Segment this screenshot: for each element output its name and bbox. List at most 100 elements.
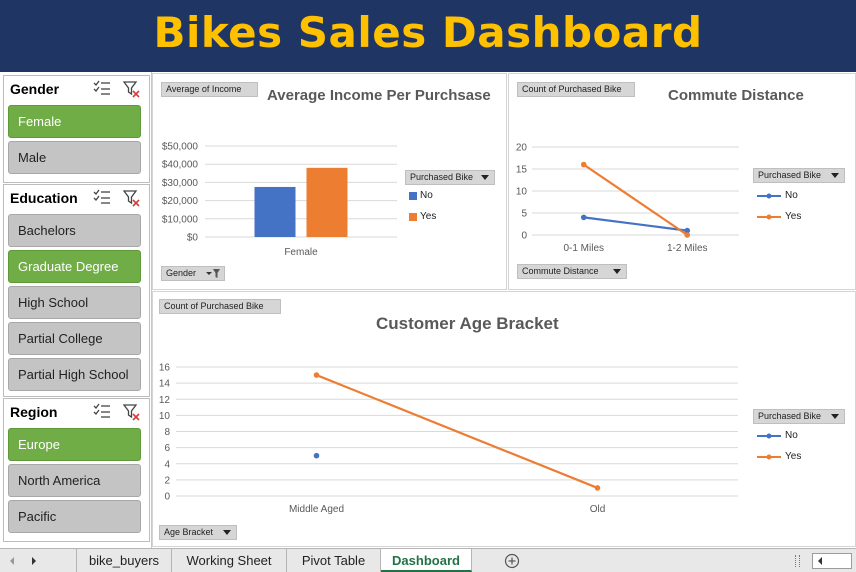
multi-select-icon[interactable] — [93, 80, 111, 96]
data-point-yes — [313, 372, 320, 378]
legend-swatch-yes — [409, 213, 417, 221]
y-tick-label: 4 — [164, 459, 170, 470]
commute-chart: 0 5 10 15 20 0-1 Miles 1-2 Miles — [516, 143, 739, 254]
slicer-item-partial-college[interactable]: Partial College — [8, 322, 141, 355]
data-point-no — [684, 227, 691, 234]
age-chart: 0 2 4 6 8 10 12 14 16 Middle Aged Old — [159, 363, 738, 515]
multi-select-icon[interactable] — [93, 403, 111, 419]
legend-label-no: No — [785, 190, 798, 201]
scroll-tabs-right-icon[interactable] — [29, 556, 39, 566]
horizontal-scrollbar[interactable] — [812, 553, 852, 569]
clear-filter-icon[interactable] — [123, 189, 141, 207]
chart-title: Average Income Per Purchsase — [267, 87, 491, 104]
y-tick-label: $0 — [187, 233, 199, 244]
y-tick-label: 20 — [516, 143, 528, 154]
y-tick-label: $40,000 — [162, 160, 199, 171]
legend-label-no: No — [420, 190, 433, 201]
legend-field-label: Purchased Bike — [758, 411, 822, 421]
series-line-no — [583, 216, 688, 232]
y-tick-label: 0 — [521, 231, 527, 242]
series-line-yes — [316, 374, 598, 489]
scroll-left-icon[interactable] — [815, 556, 825, 566]
bar-yes — [306, 167, 348, 237]
legend-line-markers — [757, 433, 781, 460]
sheet-tab-bar: bike_buyers Working Sheet Pivot Table Da… — [0, 548, 856, 572]
y-tick-label: 12 — [159, 395, 171, 406]
slicer-item-graduate-degree[interactable]: Graduate Degree — [8, 250, 141, 283]
tab-dashboard[interactable]: Dashboard — [381, 549, 472, 572]
y-tick-label: 0 — [164, 492, 170, 503]
dashboard-title: Bikes Sales Dashboard — [153, 8, 703, 57]
axis-field-label: Age Bracket — [164, 527, 214, 537]
filter-dropdown-icon — [206, 269, 220, 278]
y-tick-label: $10,000 — [162, 214, 199, 225]
value-field-button[interactable]: Average of Income — [161, 82, 258, 97]
axis-field-button[interactable]: Gender — [161, 266, 225, 281]
axis-field-label: Commute Distance — [522, 266, 599, 276]
y-tick-label: $50,000 — [162, 142, 199, 153]
x-tick-label: Female — [284, 247, 318, 258]
slicer-item-partial-high-school[interactable]: Partial High School — [8, 358, 141, 391]
slicer-item-pacific[interactable]: Pacific — [8, 500, 141, 533]
y-tick-label: $30,000 — [162, 178, 199, 189]
legend-label-yes: Yes — [785, 211, 802, 222]
legend-field-button[interactable]: Purchased Bike — [405, 170, 495, 185]
y-tick-label: 5 — [521, 209, 527, 220]
slicer-title: Education — [10, 190, 78, 206]
slicer-item-female[interactable]: Female — [8, 105, 141, 138]
legend-label-yes: Yes — [785, 451, 802, 462]
axis-field-button[interactable]: Age Bracket — [159, 525, 237, 540]
dropdown-arrow-icon — [831, 414, 839, 419]
slicer-item-europe[interactable]: Europe — [8, 428, 141, 461]
legend-label-no: No — [785, 430, 798, 441]
tab-working-sheet[interactable]: Working Sheet — [172, 549, 287, 572]
clear-filter-icon[interactable] — [123, 80, 141, 98]
income-chart-panel[interactable]: Average of Income Average Income Per Pur… — [152, 73, 507, 290]
scroll-tabs-left-icon[interactable] — [7, 556, 17, 566]
clear-filter-icon[interactable] — [123, 403, 141, 421]
value-field-button[interactable]: Count of Purchased Bike — [159, 299, 281, 314]
slicer-item-male[interactable]: Male — [8, 141, 141, 174]
tab-pivot-table[interactable]: Pivot Table — [287, 549, 381, 572]
add-sheet-icon[interactable] — [504, 553, 520, 569]
axis-field-button[interactable]: Commute Distance — [517, 264, 627, 279]
y-tick-label: 2 — [164, 475, 170, 486]
data-point-yes — [684, 232, 691, 238]
slicer-title: Gender — [10, 81, 60, 97]
data-point-yes — [580, 161, 587, 168]
region-slicer: Region Europe North America Pacific — [3, 398, 150, 542]
data-point-no — [313, 452, 320, 459]
income-chart: $0 $10,000 $20,000 $30,000 $40,000 $50,000 Fem… — [162, 142, 397, 258]
y-tick-label: 8 — [164, 427, 170, 438]
dropdown-arrow-icon — [613, 269, 621, 274]
slicer-header: Region — [4, 399, 149, 425]
multi-select-icon[interactable] — [93, 189, 111, 205]
value-field-button[interactable]: Count of Purchased Bike — [517, 82, 635, 97]
slicer-header: Education — [4, 185, 149, 211]
y-tick-label: 10 — [516, 187, 528, 198]
y-tick-label: 14 — [159, 379, 171, 390]
splitter-handle[interactable] — [795, 555, 800, 567]
legend-line-markers — [757, 193, 781, 220]
commute-chart-panel[interactable]: Count of Purchased Bike Commute Distance… — [508, 73, 856, 290]
age-chart-panel[interactable]: Count of Purchased Bike Customer Age Bra… — [152, 291, 856, 547]
slicer-item-north-america[interactable]: North America — [8, 464, 141, 497]
slicer-item-high-school[interactable]: High School — [8, 286, 141, 319]
data-point-yes — [594, 485, 601, 491]
education-slicer: Education Bachelors Graduate Degree High… — [3, 184, 150, 397]
chart-title: Customer Age Bracket — [376, 314, 559, 333]
y-tick-label: 15 — [516, 165, 528, 176]
bar-no — [254, 186, 296, 237]
legend-swatch-no — [409, 192, 417, 200]
x-tick-label: 0-1 Miles — [563, 243, 604, 254]
tab-bike-buyers[interactable]: bike_buyers — [76, 549, 172, 572]
legend-field-button[interactable]: Purchased Bike — [753, 168, 845, 183]
x-tick-label: Middle Aged — [289, 504, 344, 515]
x-tick-label: Old — [590, 504, 606, 515]
dashboard-banner: Bikes Sales Dashboard — [0, 0, 856, 72]
slicer-header: Gender — [4, 76, 149, 102]
legend-field-button[interactable]: Purchased Bike — [753, 409, 845, 424]
legend-field-label: Purchased Bike — [758, 170, 822, 180]
y-tick-label: 10 — [159, 411, 171, 422]
slicer-item-bachelors[interactable]: Bachelors — [8, 214, 141, 247]
